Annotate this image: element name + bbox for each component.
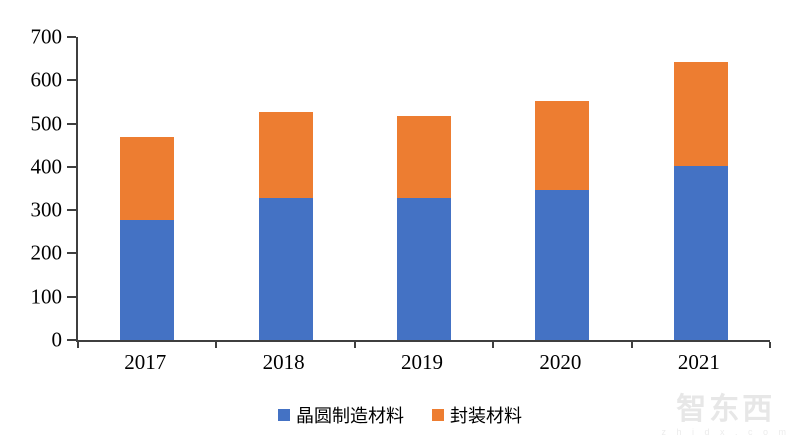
legend-item-wafer-materials: 晶圆制造材料 (278, 402, 404, 428)
watermark-url: z h i d x . c o m (661, 427, 790, 437)
x-tick-mark (492, 342, 495, 348)
legend-label-wafer-materials: 晶圆制造材料 (296, 406, 404, 426)
bar-slot-2017 (78, 37, 216, 340)
y-tick-label: 500 (30, 111, 63, 136)
legend-item-packaging-materials: 封装材料 (432, 402, 522, 428)
bar-segment-2018-0 (258, 198, 313, 340)
x-tick-mark (769, 342, 771, 348)
bar-segment-2021-0 (673, 166, 728, 340)
x-tick-label-2020: 2020 (539, 350, 582, 374)
legend-label-packaging-materials: 封装材料 (450, 406, 522, 426)
bar-stack-2018 (258, 37, 313, 340)
x-tick-label-2021: 2021 (677, 350, 720, 374)
y-tick-label: 200 (30, 240, 63, 265)
y-tick-mark (67, 79, 76, 82)
y-tick-mark (67, 339, 76, 341)
bar-segment-2017-0 (120, 220, 175, 340)
plot-area (67, 36, 771, 348)
y-tick-mark (67, 209, 76, 212)
legend-swatch-packaging-materials (432, 409, 444, 421)
y-axis-labels: 0 100 200 300 400 500 600 700 (0, 26, 63, 350)
watermark-logo: 智东西 z h i d x . c o m (661, 395, 790, 437)
bar-segment-2018-1 (258, 111, 313, 199)
bar-segment-2019-1 (397, 115, 452, 199)
bar-slot-2019 (355, 37, 493, 340)
bar-segment-2020-1 (535, 101, 590, 191)
bar-slot-2018 (216, 37, 354, 340)
y-tick-label: 400 (30, 154, 63, 179)
bar-slot-2020 (493, 37, 631, 340)
x-tick-label-2019: 2019 (401, 350, 444, 374)
bar-segment-2021-1 (673, 62, 728, 167)
bar-stack-2019 (397, 37, 452, 340)
x-tick-mark (215, 342, 218, 348)
x-tick-mark (353, 342, 356, 348)
legend: 晶圆制造材料 封装材料 (0, 402, 800, 428)
y-tick-mark (67, 252, 76, 255)
y-tick-mark (67, 36, 76, 38)
x-axis-labels: 2017 2018 2019 2020 2021 (76, 350, 768, 375)
x-tick-mark (77, 342, 79, 348)
y-tick-mark (67, 165, 76, 168)
y-tick-label: 0 (51, 327, 63, 352)
bars-layer (78, 37, 770, 340)
y-tick-label: 300 (30, 197, 63, 222)
bar-stack-2017 (120, 37, 175, 340)
y-tick-label: 600 (30, 67, 63, 92)
x-tick-mark (630, 342, 633, 348)
y-tick-label: 700 (30, 24, 63, 49)
x-tick-label-2017: 2017 (124, 350, 167, 374)
legend-swatch-wafer-materials (278, 409, 290, 421)
x-tick-label-2018: 2018 (262, 350, 305, 374)
bar-slot-2021 (632, 37, 770, 340)
y-tick-mark (67, 295, 76, 298)
y-tick-label: 100 (30, 284, 63, 309)
bar-segment-2017-1 (120, 137, 175, 221)
watermark-text: 智东西 (676, 393, 776, 426)
y-tick-mark (67, 122, 76, 125)
bar-segment-2019-0 (397, 198, 452, 340)
bar-stack-2021 (673, 37, 728, 340)
bar-segment-2020-0 (535, 190, 590, 340)
bar-stack-2020 (535, 37, 590, 340)
